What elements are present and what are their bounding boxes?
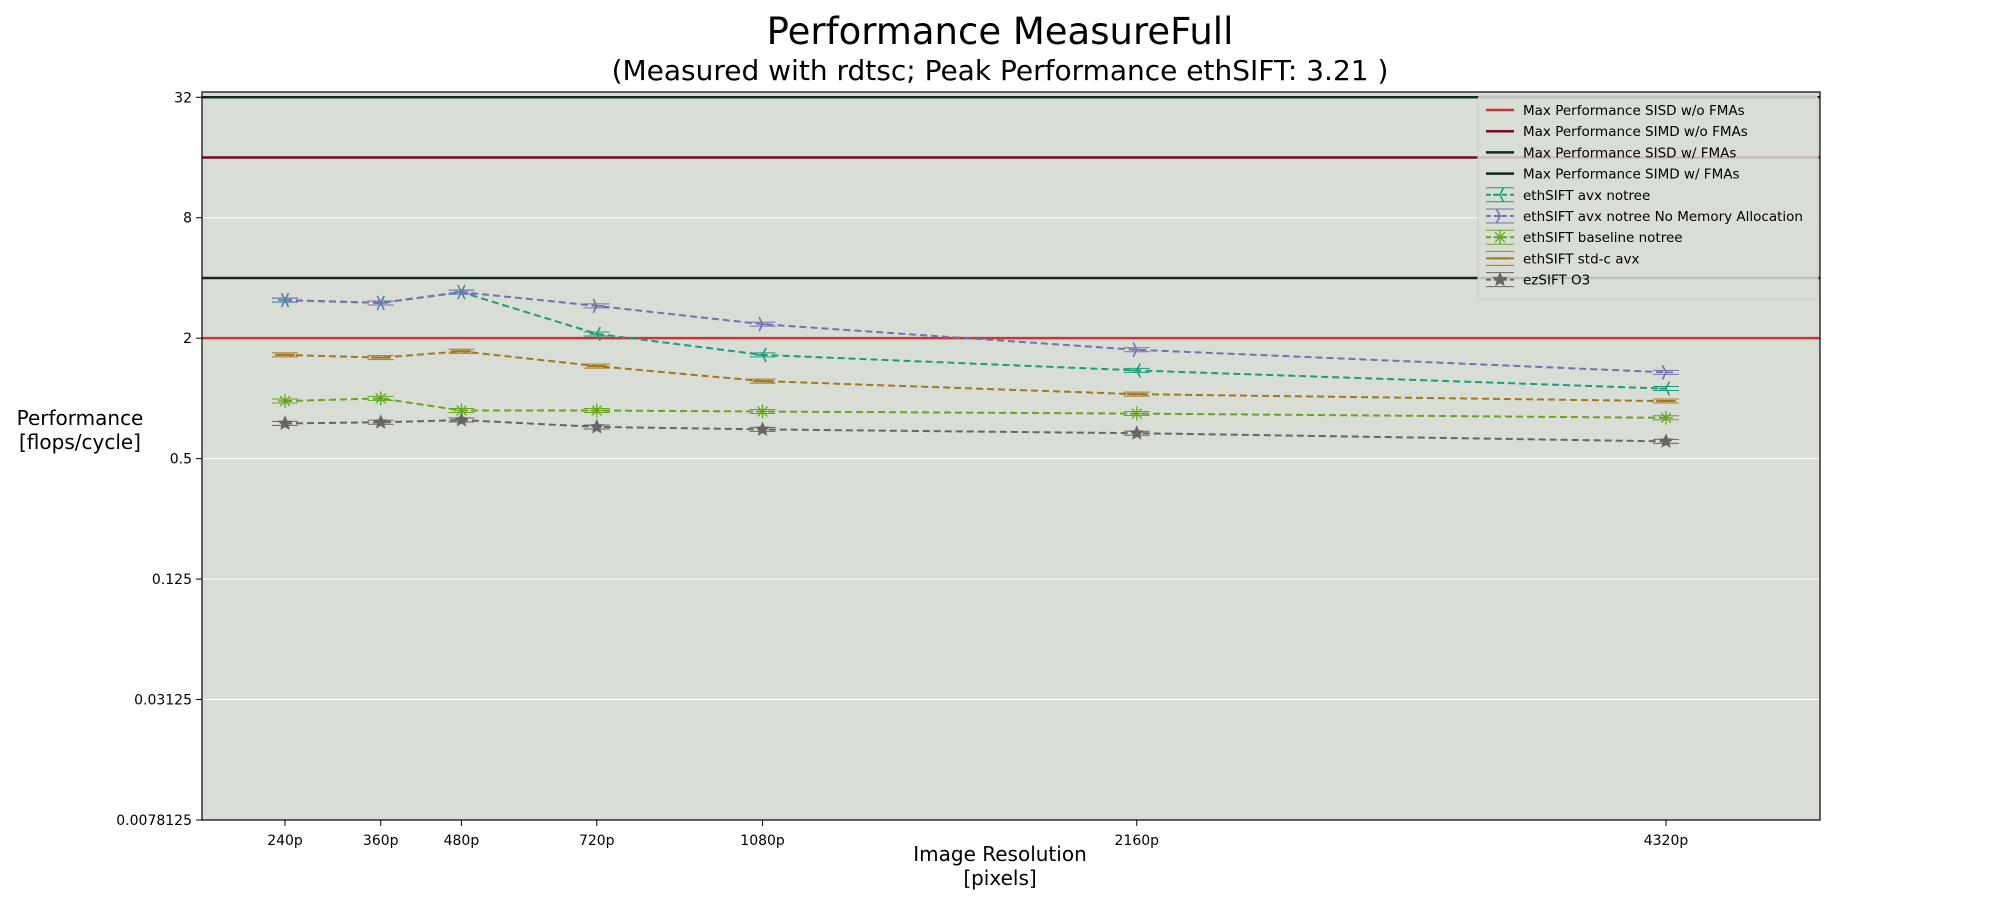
legend-label: Max Performance SIMD w/o FMAs: [1523, 124, 1748, 140]
data-point: [1659, 381, 1671, 396]
data-point: [280, 292, 292, 308]
data-point: [754, 421, 771, 436]
data-point: [373, 414, 389, 429]
y-axis-label-line1: Performance: [16, 406, 144, 430]
data-point: [1658, 433, 1674, 448]
x-axis-label-line2: [pixels]: [963, 866, 1037, 890]
legend-box: [1477, 95, 1819, 300]
data-point: [1129, 406, 1144, 421]
legend-marker: [1493, 187, 1505, 203]
y-tick-label: 8: [183, 211, 192, 227]
chart-title: Performance MeasureFull: [766, 10, 1234, 53]
x-tick-label: 4320p: [1644, 833, 1689, 849]
data-point: [589, 403, 604, 418]
legend-label: ethSIFT std-c avx: [1523, 251, 1640, 267]
y-axis-label: Performance [flops/cycle]: [0, 406, 160, 454]
y-tick-label: 0.125: [152, 572, 192, 588]
data-point: [278, 394, 292, 409]
legend-marker: [1492, 271, 1508, 287]
x-axis-label-line1: Image Resolution: [913, 842, 1087, 866]
y-tick-label: 0.03125: [134, 693, 192, 709]
y-axis-label-line2: [flops/cycle]: [19, 430, 141, 454]
x-axis-label: Image Resolution [pixels]: [800, 842, 1200, 890]
x-tick-label: 1080p: [740, 833, 785, 849]
legend-label: Max Performance SISD w/o FMAs: [1523, 103, 1745, 119]
data-point: [376, 295, 388, 311]
legend-marker: [1493, 230, 1507, 245]
legend-label: Max Performance SIMD w/ FMAs: [1523, 167, 1740, 183]
data-point: [592, 298, 604, 314]
data-point: [1129, 363, 1141, 378]
legend-marker: [1495, 208, 1507, 224]
legend-label: Max Performance SISD w/ FMAs: [1523, 145, 1736, 161]
legend-label: ethSIFT avx notree No Memory Allocation: [1523, 209, 1803, 225]
data-point: [589, 418, 605, 434]
x-tick-label: 720p: [579, 833, 615, 849]
y-tick-label: 0.0078125: [116, 813, 192, 829]
x-tick-label: 240p: [267, 833, 303, 849]
chart-subtitle: (Measured with rdtsc; Peak Performance e…: [611, 54, 1389, 87]
data-point: [457, 284, 469, 300]
data-point: [373, 391, 388, 406]
x-tick-label: 2160p: [1115, 833, 1160, 849]
legend-label: ethSIFT baseline notree: [1523, 230, 1683, 246]
data-point: [1129, 425, 1145, 440]
data-point: [278, 292, 290, 308]
legend-label: ezSIFT O3: [1523, 273, 1590, 289]
x-tick-label: 360p: [363, 833, 399, 849]
data-point: [277, 415, 293, 430]
data-point: [1132, 342, 1144, 358]
legend-label: ethSIFT avx notree: [1523, 188, 1650, 204]
y-tick-label: 2: [183, 331, 192, 347]
data-point: [755, 404, 770, 419]
data-point: [1661, 364, 1673, 380]
data-point: [758, 316, 770, 332]
x-tick-label: 480p: [444, 833, 480, 849]
data-point: [589, 326, 601, 342]
y-tick-label: 0.5: [170, 452, 192, 468]
plot-frame: [201, 91, 1821, 821]
y-tick-label: 32: [174, 90, 192, 106]
data-point: [453, 411, 470, 427]
data-point: [454, 403, 469, 418]
data-point: [1659, 410, 1673, 425]
data-point: [755, 347, 767, 363]
